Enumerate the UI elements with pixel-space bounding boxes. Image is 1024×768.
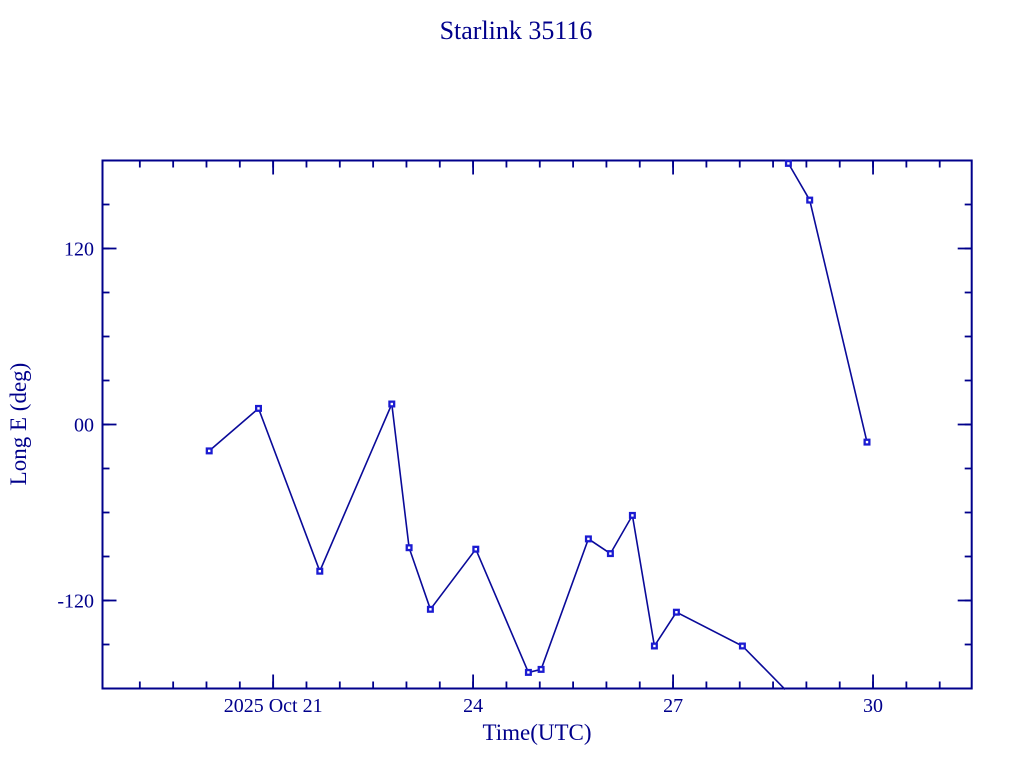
data-point-marker-center — [787, 162, 790, 165]
data-point-marker-center — [208, 449, 211, 453]
data-point-marker-center — [539, 668, 543, 671]
data-point-marker-center — [865, 440, 869, 444]
data-point-marker-center — [675, 611, 678, 614]
chart-title: Starlink 35116 — [440, 16, 593, 45]
data-point-marker-center — [257, 407, 260, 410]
data-point-marker-center — [429, 608, 432, 611]
data-point-marker-center — [653, 644, 656, 648]
y-axis-label: Long E (deg) — [6, 363, 31, 486]
series-line — [208, 400, 786, 690]
data-point-marker-center — [474, 548, 477, 551]
data-point-marker-center — [587, 537, 590, 541]
plot-border — [101, 159, 973, 690]
x-tick-label: 30 — [863, 695, 883, 717]
data-point-marker-center — [631, 514, 634, 517]
data-point-marker-center — [407, 546, 411, 549]
x-axis-label: Time(UTC) — [482, 720, 591, 745]
data-point-marker-center — [741, 644, 744, 648]
x-tick-label: 27 — [663, 695, 683, 717]
plot-axes: 2025 Oct 21 24 27 30 120 00 -120 — [57, 159, 973, 717]
data-series — [208, 162, 868, 690]
data-point-marker-center — [609, 552, 612, 555]
data-point-marker-center — [527, 671, 530, 674]
series-line — [787, 162, 868, 443]
y-tick-label: 00 — [74, 415, 94, 437]
data-point-marker-center — [808, 198, 811, 202]
y-tick-label: 120 — [64, 239, 94, 261]
x-tick-label: 2025 Oct 21 — [224, 695, 323, 717]
y-tick-label: -120 — [57, 591, 94, 613]
data-markers — [205, 159, 871, 676]
data-point-marker-center — [390, 402, 393, 406]
x-tick-label: 24 — [463, 695, 483, 717]
data-point-marker-center — [318, 570, 321, 573]
